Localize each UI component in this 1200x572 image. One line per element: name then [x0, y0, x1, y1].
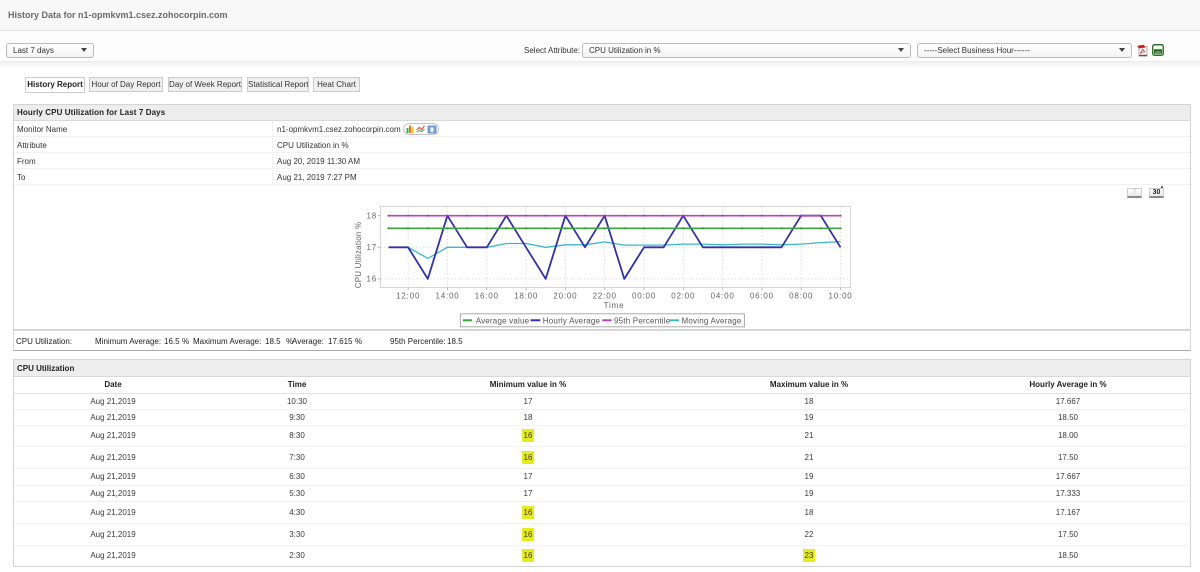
svg-text:20:00: 20:00 — [553, 292, 577, 301]
svg-text:16:00: 16:00 — [475, 292, 499, 301]
svg-text:10:00: 10:00 — [828, 292, 852, 301]
svg-text:18:00: 18:00 — [514, 292, 538, 301]
svg-text:Hourly Average: Hourly Average — [543, 316, 601, 325]
svg-text:00:00: 00:00 — [632, 292, 656, 301]
svg-text:06:00: 06:00 — [750, 292, 774, 301]
svg-text:95th Percentile: 95th Percentile — [614, 316, 671, 325]
svg-text:Average value: Average value — [476, 316, 530, 325]
svg-text:CPU Utilization %: CPU Utilization % — [354, 222, 363, 289]
svg-text:Moving Average: Moving Average — [682, 316, 742, 325]
svg-text:02:00: 02:00 — [671, 292, 695, 301]
svg-text:Time: Time — [604, 301, 625, 310]
svg-text:17: 17 — [367, 243, 378, 252]
svg-text:12:00: 12:00 — [396, 292, 420, 301]
svg-text:18: 18 — [367, 211, 378, 220]
svg-text:08:00: 08:00 — [789, 292, 813, 301]
svg-text:04:00: 04:00 — [711, 292, 735, 301]
svg-text:16: 16 — [367, 275, 378, 284]
svg-text:14:00: 14:00 — [435, 292, 459, 301]
svg-text:22:00: 22:00 — [593, 292, 617, 301]
svg-text:csv: csv — [1155, 49, 1161, 54]
